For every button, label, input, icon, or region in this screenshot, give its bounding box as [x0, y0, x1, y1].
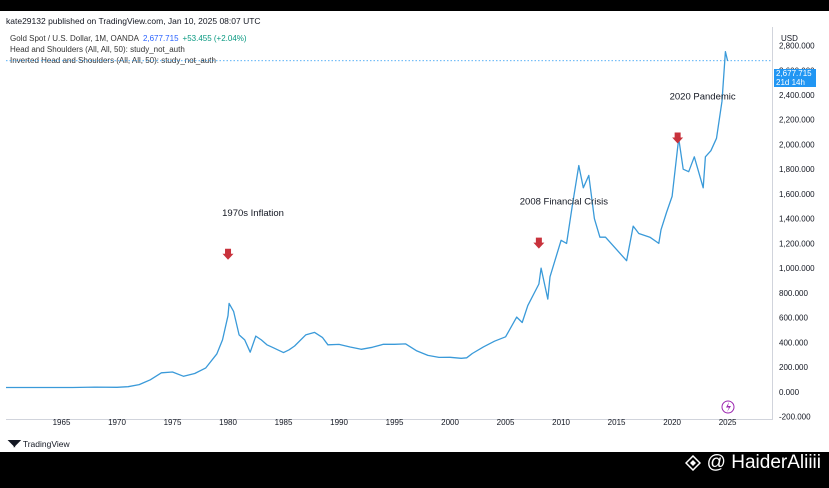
watermark-text: @ HaiderAliiii	[706, 452, 821, 473]
y-tick-label: 1,000.000	[779, 264, 815, 273]
tradingview-brand[interactable]: ◥◤ TradingView	[8, 438, 70, 449]
annotation-label: 2020 Pandemic	[670, 92, 736, 103]
price-chart[interactable]: 2,800.0002,600.0002,400.0002,200.0002,00…	[0, 11, 829, 452]
y-tick-label: 2,800.000	[779, 42, 815, 51]
y-tick-label: 600.000	[779, 314, 808, 323]
x-tick-label: 1975	[164, 418, 182, 427]
price-axis-divider	[772, 27, 773, 419]
legend-symbol-row[interactable]: Gold Spot / U.S. Dollar, 1M, OANDA 2,677.…	[10, 33, 247, 44]
x-tick-label: 1970	[108, 418, 126, 427]
last-price-label: 2,677.715 21d 14h	[774, 69, 816, 87]
annotation-label: 2008 Financial Crisis	[520, 197, 608, 208]
x-tick-label: 2000	[441, 418, 459, 427]
x-tick-label: 1995	[386, 418, 404, 427]
legend-price: 2,677.715	[142, 34, 179, 43]
annotation-arrow	[222, 248, 234, 260]
y-tick-label: 800.000	[779, 289, 808, 298]
annotation-arrow	[672, 132, 684, 144]
lightning-icon	[726, 402, 731, 412]
x-tick-label: 1985	[275, 418, 293, 427]
last-price-value: 2,677.715	[776, 69, 812, 78]
tradingview-logo-icon: ◥◤	[8, 438, 21, 448]
annotation-label: 1970s Inflation	[222, 208, 284, 219]
y-tick-label: 2,000.000	[779, 140, 815, 149]
y-tick-label: 2,200.000	[779, 116, 815, 125]
legend-change: +53.455 (+2.04%)	[182, 34, 247, 43]
x-tick-label: 2025	[719, 418, 737, 427]
published-info: kate29132 published on TradingView.com, …	[6, 16, 261, 26]
x-tick-label: 2010	[552, 418, 570, 427]
x-tick-label: 2005	[497, 418, 515, 427]
diamond-logo-icon	[684, 455, 701, 471]
legend-study-2[interactable]: Inverted Head and Shoulders (All, All, 5…	[10, 56, 216, 65]
y-tick-label: 0.000	[779, 388, 800, 397]
currency-label[interactable]: USD	[781, 34, 798, 43]
x-tick-label: 2015	[608, 418, 626, 427]
event-icon[interactable]	[721, 400, 735, 414]
y-tick-label: 1,600.000	[779, 190, 815, 199]
countdown: 21d 14h	[776, 78, 805, 87]
time-axis-divider	[6, 419, 773, 420]
annotation-arrow	[533, 237, 545, 249]
y-tick-label: 400.000	[779, 338, 808, 347]
y-tick-label: 1,400.000	[779, 215, 815, 224]
legend-symbol: Gold Spot / U.S. Dollar, 1M, OANDA	[10, 34, 139, 43]
x-tick-label: 2020	[663, 418, 681, 427]
legend-study-1[interactable]: Head and Shoulders (All, All, 50): study…	[10, 45, 185, 54]
watermark: @ HaiderAliiii	[684, 452, 821, 474]
x-tick-label: 1990	[330, 418, 348, 427]
y-tick-label: 1,800.000	[779, 165, 815, 174]
y-tick-label: 2,400.000	[779, 91, 815, 100]
x-tick-label: 1980	[219, 418, 237, 427]
tradingview-text: TradingView	[22, 438, 70, 449]
y-tick-label: 1,200.000	[779, 239, 815, 248]
y-tick-label: -200.000	[779, 413, 811, 422]
gold-price-line[interactable]	[6, 51, 729, 389]
x-tick-label: 1965	[53, 418, 71, 427]
chart-frame: kate29132 published on TradingView.com, …	[0, 11, 829, 452]
y-tick-label: 200.000	[779, 363, 808, 372]
legend: Gold Spot / U.S. Dollar, 1M, OANDA 2,677.…	[10, 33, 247, 66]
